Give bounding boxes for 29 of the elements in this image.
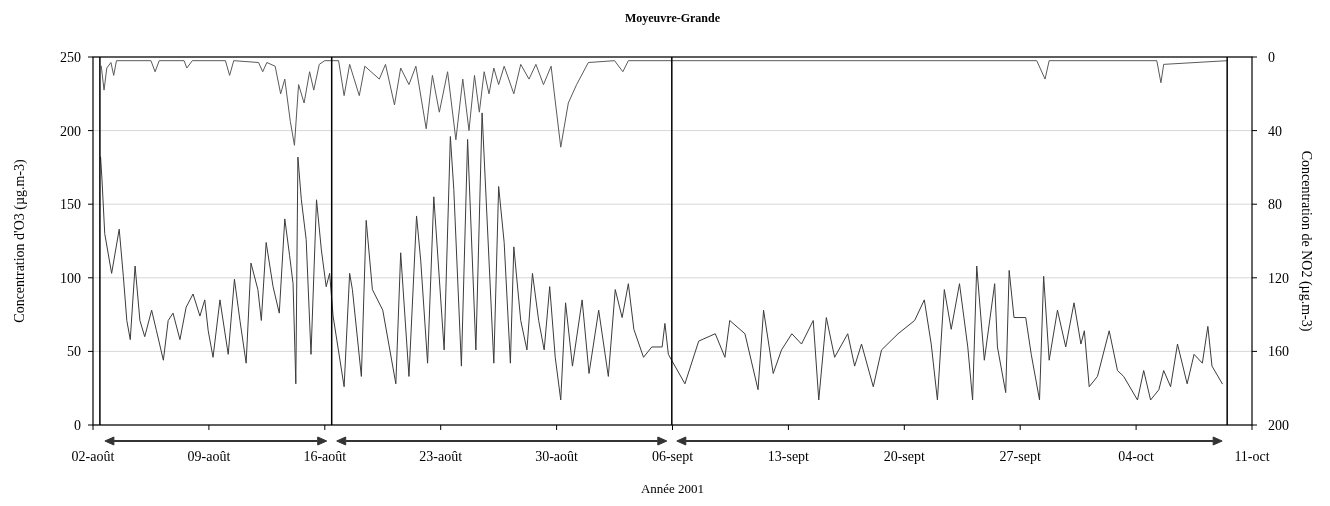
- y2-tick-label: 120: [1268, 270, 1289, 286]
- chart-title: Moyeuvre-Grande: [624, 11, 721, 25]
- x-tick-label: 27-sept: [999, 449, 1041, 464]
- y2-axis-title: Concentration de NO2 (µg.m-3): [1298, 150, 1314, 332]
- x-tick-label: 13-sept: [767, 449, 810, 464]
- x-tick-label: 02-août: [71, 449, 115, 464]
- y2-tick-label: 160: [1268, 344, 1289, 360]
- y2-tick-label: 80: [1268, 197, 1282, 213]
- y-tick-label: 200: [60, 123, 81, 139]
- y-tick-label: 0: [74, 418, 81, 433]
- y-tick-label: 250: [60, 50, 81, 65]
- y2-tick-label: 200: [1268, 418, 1289, 433]
- x-tick-label: 06-sept: [651, 449, 694, 464]
- y2-tick-label: 0: [1268, 50, 1275, 65]
- x-tick-label: 30-août: [535, 449, 579, 464]
- y-axis-title: Concentration d'O3 (µg.m-3): [12, 158, 28, 323]
- line-series: [100, 112, 1223, 401]
- y-tick-label: 50: [67, 344, 81, 360]
- x-tick-label: 16-août: [303, 449, 347, 464]
- x-tick-label: 11-oct: [1234, 449, 1270, 464]
- x-tick-label: 23-août: [419, 449, 463, 464]
- x-tick-label: 04-oct: [1118, 449, 1155, 464]
- x-axis-title: Année 2001: [640, 481, 705, 496]
- y-tick-label: 150: [60, 197, 81, 213]
- y2-tick-label: 40: [1268, 123, 1282, 139]
- x-tick-label: 20-sept: [883, 449, 926, 464]
- line-series: [100, 60, 1228, 148]
- x-tick-label: 09-août: [187, 449, 231, 464]
- y-tick-label: 100: [60, 270, 81, 286]
